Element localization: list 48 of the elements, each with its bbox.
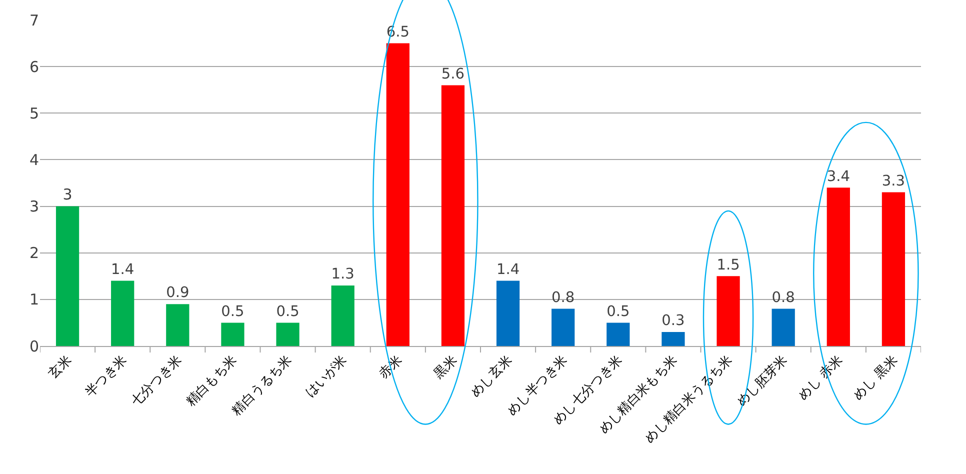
data-label: 0.5 [606,304,630,320]
bar [276,322,300,346]
y-tick-label: 0 [29,337,39,356]
bar [386,43,410,346]
bar [496,280,520,346]
bar [221,322,244,346]
y-tick-label: 6 [29,58,39,76]
data-label: 0.3 [662,313,685,330]
data-label: 0.9 [166,285,190,302]
data-label: 1.4 [111,262,134,278]
x-tick-label: 玄米 [45,352,75,382]
x-tick-label: 黒米 [431,352,460,382]
y-tick-label: 1 [29,290,39,309]
data-label: 1.5 [716,257,740,274]
data-label: 3.3 [882,173,906,190]
bar [441,85,465,346]
bar [552,308,575,346]
x-tick-label: 赤米 [376,352,406,382]
x-tick-label: めし玄米 [467,352,516,400]
data-label: 1.4 [496,262,520,278]
y-tick-label: 7 [29,11,39,30]
data-label: 3 [62,185,72,204]
x-tick-label: 七分つき米 [128,352,186,410]
y-tick-label: 3 [29,198,39,216]
data-label: 0.8 [552,290,575,306]
bar [772,308,795,346]
y-tick-label: 5 [29,104,39,122]
bar [882,192,906,346]
bar [826,188,850,346]
data-label: 0.5 [276,304,300,320]
bar [716,276,740,346]
x-tick-label: 半つき米 [82,352,130,400]
data-label: 1.3 [331,266,354,283]
data-label: 0.8 [772,290,795,306]
bar [166,304,190,346]
bar [56,206,80,346]
bar [606,322,630,346]
data-label: 3.4 [826,168,850,185]
data-label: 5.6 [441,66,465,82]
x-tick-label: はいが米 [302,352,350,400]
x-tick-label: めし 赤米 [796,352,846,404]
bar [662,332,685,346]
y-tick-label: 2 [29,244,39,262]
y-tick-label: 4 [29,150,39,169]
x-tick-label: めし 黒米 [850,352,901,404]
data-label: 0.5 [221,304,244,320]
bar [331,285,354,346]
bar [111,280,134,346]
